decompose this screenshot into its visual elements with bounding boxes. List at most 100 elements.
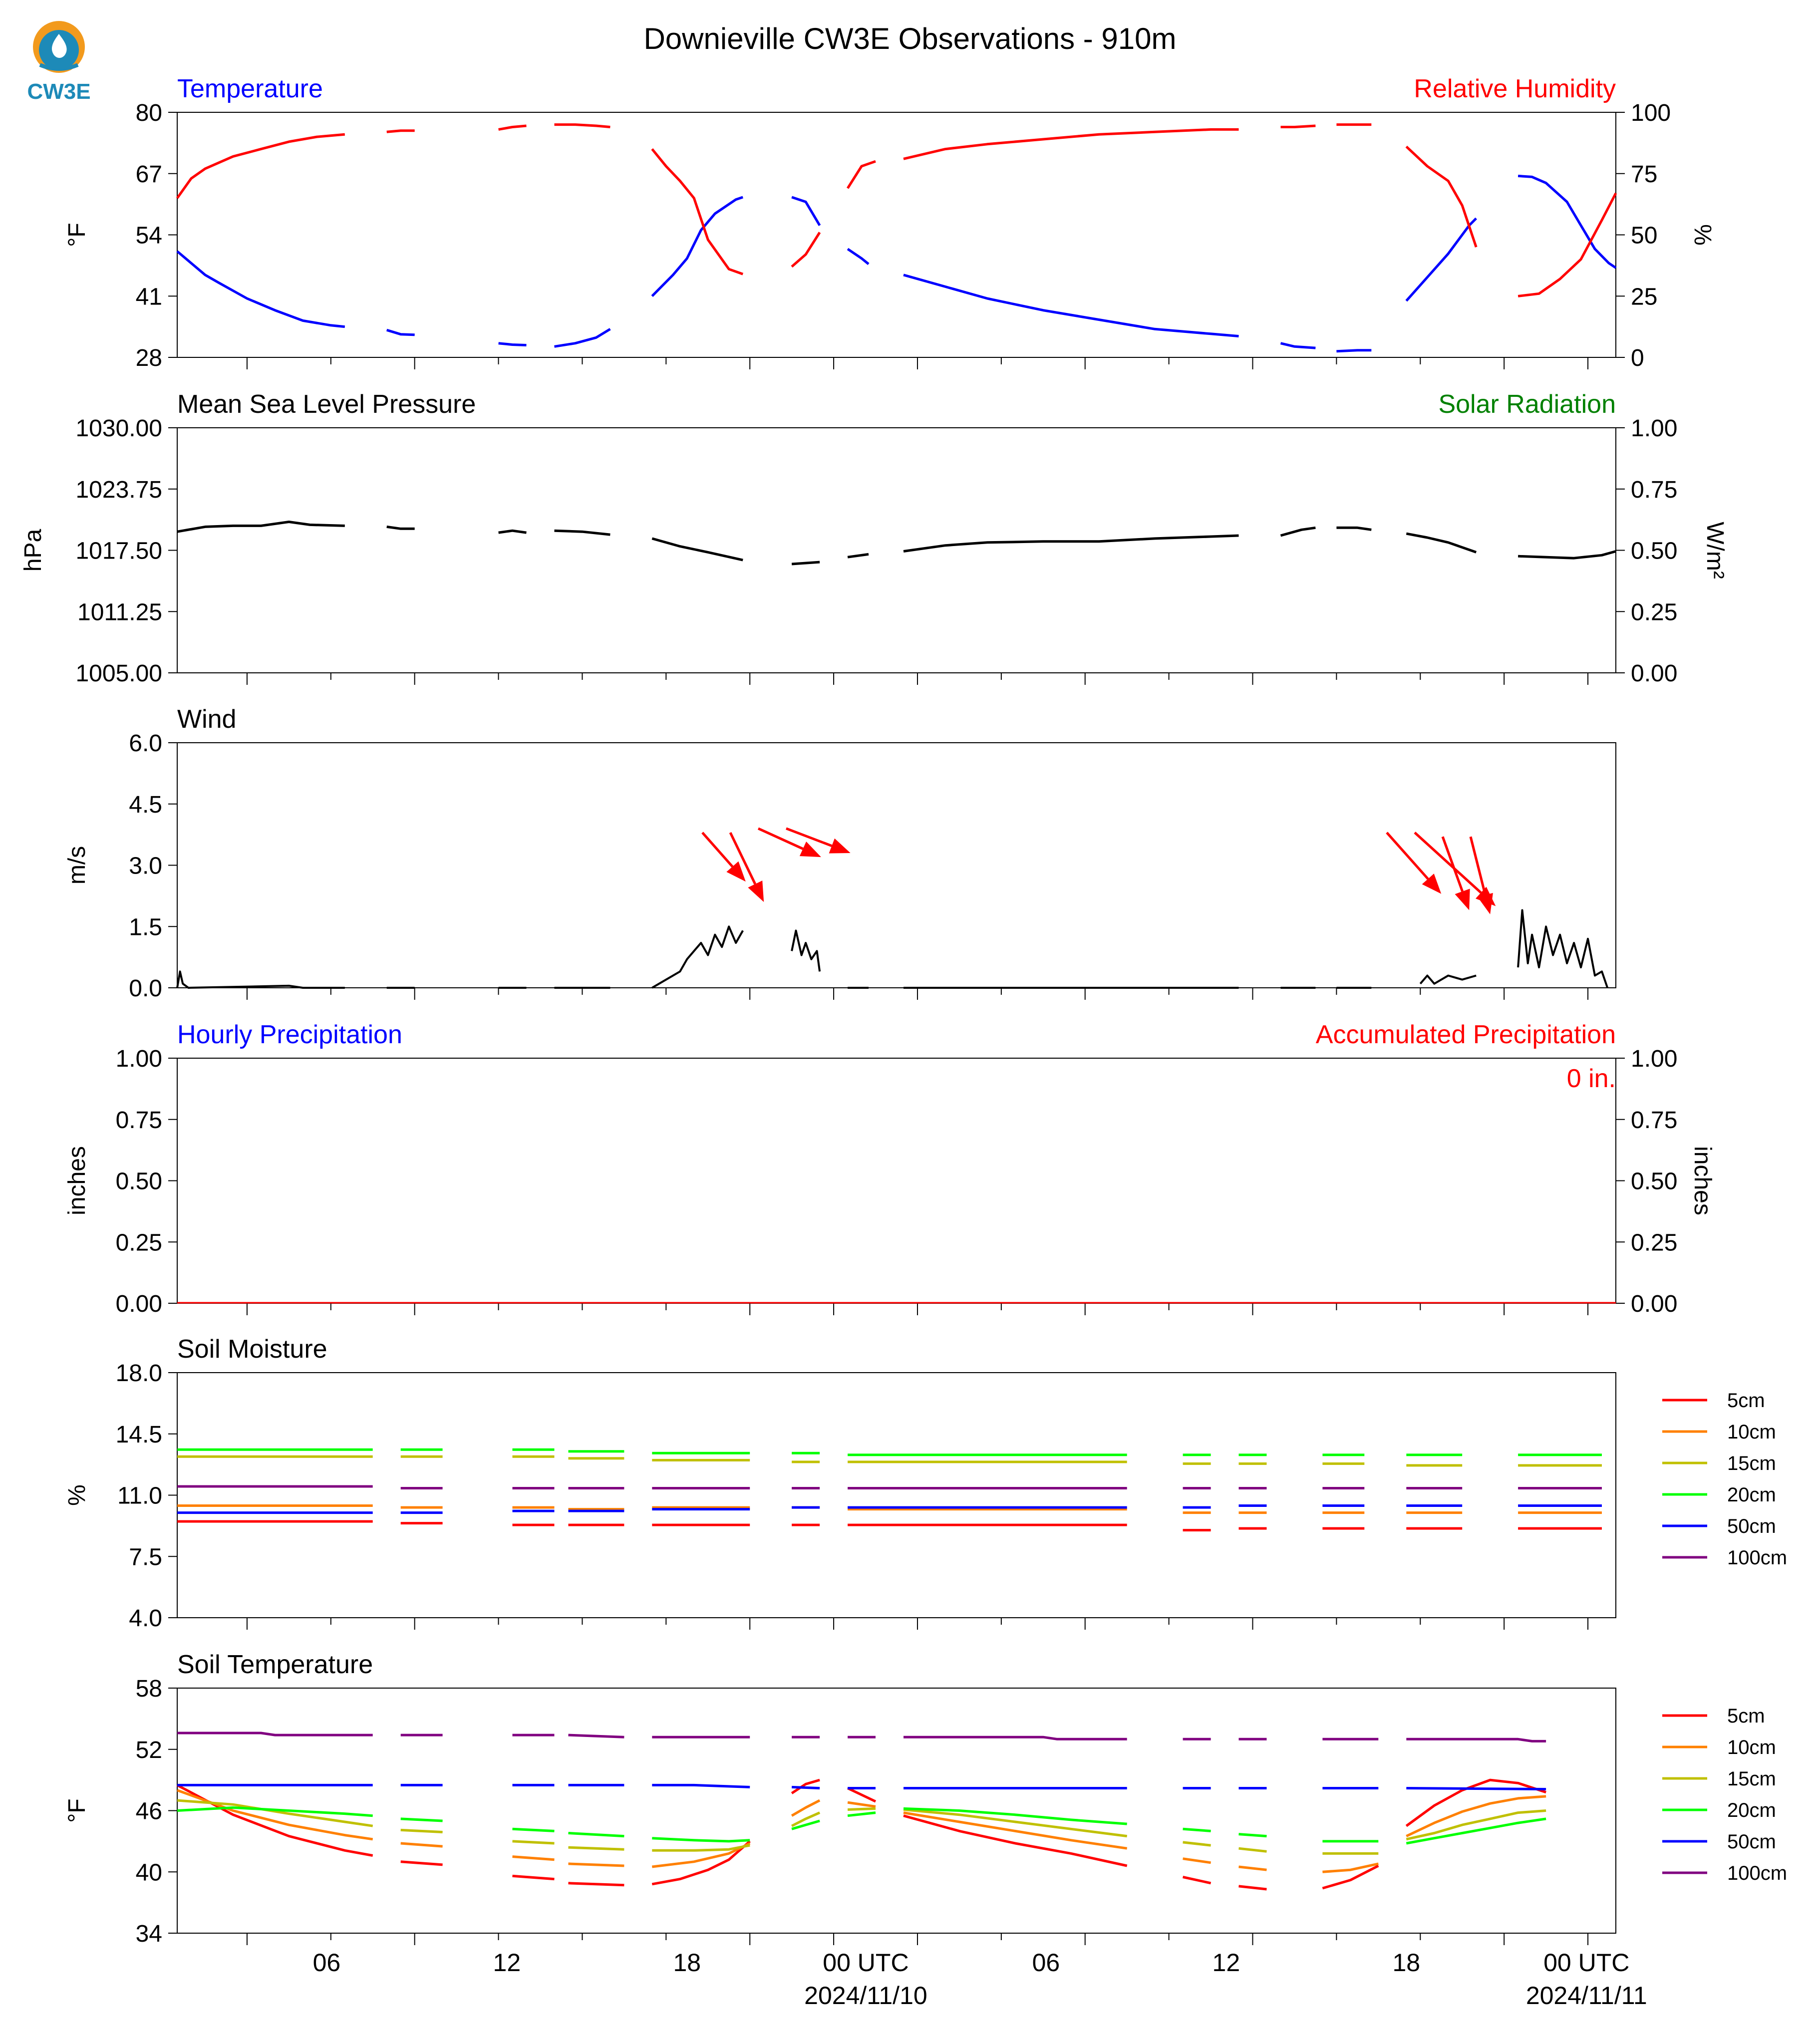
wind-title-left: Wind xyxy=(177,705,236,734)
y-tick-label-right: 0.75 xyxy=(1631,477,1677,503)
x-tick-label: 06 xyxy=(1032,1949,1060,1977)
y-tick-label-right: 100 xyxy=(1631,100,1671,126)
wind-direction-arrow xyxy=(1441,836,1470,910)
soil-temp-5cm-line xyxy=(568,1882,624,1887)
soil-temp-20cm-line xyxy=(177,1806,373,1817)
y-tick-label-left: 18.0 xyxy=(116,1360,162,1387)
y-tick-label-left: 1011.25 xyxy=(77,599,162,625)
soil-temp-5cm-line xyxy=(1183,1876,1212,1885)
temperature-line xyxy=(498,342,527,346)
soil-temp-15cm-line xyxy=(1183,1841,1211,1847)
figure-title: Downieville CW3E Observations - 910m xyxy=(643,22,1176,55)
soil-temp-5cm-line xyxy=(1238,1885,1267,1891)
soil-temp-15cm-line xyxy=(652,1844,750,1852)
soil-temp-20cm-line xyxy=(512,1827,555,1832)
x-tick-label: 06 xyxy=(313,1949,341,1977)
pressure-line xyxy=(1406,532,1477,554)
pressure-line xyxy=(847,553,869,559)
legend-label: 100cm xyxy=(1727,1862,1787,1884)
y-tick-label-right: 0.50 xyxy=(1631,1168,1677,1195)
temperature-line xyxy=(903,274,1239,337)
y-tick-label-left: 14.5 xyxy=(116,1422,162,1448)
precipitation-title-right: Accumulated Precipitation xyxy=(1316,1020,1616,1049)
y-tick-label-right: 0 xyxy=(1631,345,1644,371)
legend-label: 5cm xyxy=(1727,1390,1765,1412)
humidity-line xyxy=(846,160,876,189)
y-tick-label-left: 52 xyxy=(136,1737,162,1763)
wind-speed-line xyxy=(651,925,744,989)
soil-temp-5cm-line xyxy=(400,1860,443,1866)
humidity-line xyxy=(903,128,1239,160)
soil-temp-100cm-line xyxy=(568,1734,624,1738)
wind-ylabel-left: m/s xyxy=(64,846,90,884)
soil-temp-10cm-line xyxy=(903,1811,1128,1850)
soil-temp-20cm-line xyxy=(1238,1833,1267,1838)
pressure-line xyxy=(554,529,610,536)
temperature-humidity-panel: Temperature Relative Humidity 80 67 54 41 28 10… xyxy=(64,74,1716,371)
legend-label: 15cm xyxy=(1727,1768,1776,1790)
y-tick-label-right: 75 xyxy=(1631,161,1657,188)
y-tick-label-left: 58 xyxy=(136,1676,162,1702)
precipitation-title-left: Hourly Precipitation xyxy=(177,1020,402,1049)
pressure-solar-title-left: Mean Sea Level Pressure xyxy=(177,390,476,419)
temperature-line xyxy=(1517,175,1617,269)
soil-temp-50cm-line xyxy=(792,1785,820,1789)
y-tick-label-left: 34 xyxy=(136,1921,162,1947)
y-tick-label-left: 11.0 xyxy=(117,1483,162,1509)
soil-temp-10cm-line xyxy=(568,1862,624,1867)
soil-temperature-legend: 5cm 10cm 15cm 20cm 50cm 100cm xyxy=(1662,1705,1787,1884)
soil-temp-15cm-line xyxy=(1238,1847,1267,1853)
y-tick-label-right: 25 xyxy=(1631,284,1657,310)
soil-temp-5cm-line xyxy=(791,1778,820,1794)
wind-direction-arrow xyxy=(1386,832,1442,894)
soil-temp-15cm-line xyxy=(400,1828,443,1833)
y-tick-label-right: 0.25 xyxy=(1631,599,1677,625)
soil-temp-20cm-line xyxy=(1183,1827,1211,1832)
y-tick-label-left: 0.25 xyxy=(116,1229,162,1256)
y-tick-label-right: 0.50 xyxy=(1631,538,1677,565)
soil-temperature-ylabel-left: °F xyxy=(64,1798,90,1823)
y-tick-label-left: 80 xyxy=(136,100,162,126)
y-tick-label-left: 0.50 xyxy=(116,1168,162,1195)
soil-temp-5cm-line xyxy=(1405,1778,1546,1827)
y-tick-label-left: 4.0 xyxy=(129,1605,162,1632)
soil-temperature-panel: Soil Temperature 58 52 46 40 34 °F 5cm 10cm 15cm 2… xyxy=(64,1650,1787,1947)
soil-temp-5cm-line xyxy=(512,1874,555,1881)
temperature-line xyxy=(386,328,415,336)
soil-temp-100cm-line xyxy=(177,1732,373,1737)
wind-speed-line xyxy=(791,929,821,972)
humidity-line xyxy=(1405,145,1478,248)
y-tick-label-left: 1030.00 xyxy=(75,415,162,442)
temperature-humidity-ylabel-left: °F xyxy=(64,223,90,247)
legend-label: 10cm xyxy=(1727,1421,1776,1443)
y-tick-label-left: 0.75 xyxy=(116,1107,162,1134)
y-tick-label-left: 46 xyxy=(136,1798,162,1825)
x-tick-label: 18 xyxy=(673,1949,701,1977)
y-tick-label-left: 40 xyxy=(136,1859,162,1886)
wind-direction-arrow xyxy=(701,832,746,882)
pressure-line xyxy=(1336,526,1372,531)
pressure-line xyxy=(1280,526,1316,537)
wind-speed-line xyxy=(1517,909,1609,988)
soil-temp-5cm-line xyxy=(1322,1864,1379,1890)
cw3e-logo: CW3E xyxy=(27,21,91,104)
soil-temp-20cm-line xyxy=(791,1819,820,1830)
y-tick-label-left: 1005.00 xyxy=(75,660,162,687)
precipitation-ylabel-right: inches xyxy=(1689,1146,1716,1215)
soil-moisture-title-left: Soil Moisture xyxy=(177,1335,327,1364)
temperature-line xyxy=(791,196,821,226)
pressure-line xyxy=(903,534,1239,553)
y-tick-label-right: 1.00 xyxy=(1631,1046,1677,1072)
pressure-solar-title-right: Solar Radiation xyxy=(1438,390,1616,419)
wind-direction-arrow xyxy=(1469,836,1493,914)
y-tick-label-right: 0.25 xyxy=(1631,1229,1677,1256)
soil-temp-10cm-line xyxy=(1238,1865,1267,1871)
y-tick-label-right: 50 xyxy=(1631,223,1657,249)
pressure-line xyxy=(1518,550,1616,560)
soil-temp-20cm-line xyxy=(847,1811,876,1817)
soil-temp-10cm-line xyxy=(1183,1857,1211,1864)
humidity-line xyxy=(1280,124,1316,128)
legend-label: 100cm xyxy=(1727,1547,1787,1569)
legend-label: 50cm xyxy=(1727,1515,1776,1537)
